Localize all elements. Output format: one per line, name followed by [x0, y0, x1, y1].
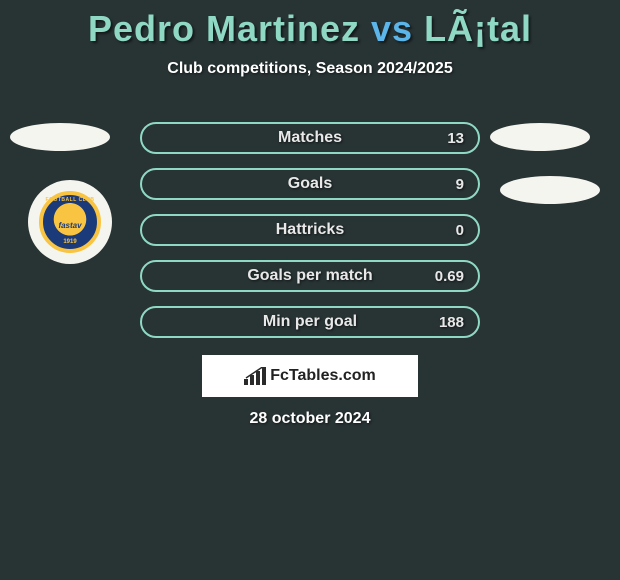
- stat-value: 0: [456, 222, 464, 239]
- club-badge-zlin: FOOTBALL CLUB fastav 1919: [28, 180, 112, 264]
- badge-oval-right-2: [500, 176, 600, 204]
- player2-name: LÃ¡tal: [424, 8, 532, 49]
- club-name: fastav: [58, 221, 81, 230]
- stat-label: Goals: [288, 175, 332, 193]
- date-text: 28 october 2024: [0, 410, 620, 428]
- club-badge-inner: FOOTBALL CLUB fastav 1919: [39, 191, 101, 253]
- club-year: 1919: [63, 239, 76, 245]
- player1-name: Pedro Martinez: [88, 8, 360, 49]
- vs-text: vs: [371, 8, 413, 49]
- stat-value: 188: [439, 314, 464, 331]
- stat-row: Goals per match 0.69: [140, 260, 480, 292]
- stat-label: Goals per match: [247, 267, 372, 285]
- stat-value: 0.69: [435, 268, 464, 285]
- stat-label: Min per goal: [263, 313, 357, 331]
- stat-value: 9: [456, 176, 464, 193]
- branding-box: FcTables.com: [202, 355, 418, 397]
- stat-label: Hattricks: [276, 221, 344, 239]
- subtitle: Club competitions, Season 2024/2025: [0, 60, 620, 78]
- branding-text: FcTables.com: [270, 367, 376, 385]
- club-top-text: FOOTBALL CLUB: [46, 197, 95, 203]
- bars-icon: [244, 367, 266, 385]
- badge-oval-top-left: [10, 123, 110, 151]
- stat-row: Hattricks 0: [140, 214, 480, 246]
- stat-row: Goals 9: [140, 168, 480, 200]
- stats-container: Matches 13 Goals 9 Hattricks 0 Goals per match…: [140, 122, 480, 352]
- stat-value: 13: [447, 130, 464, 147]
- badge-oval-top-right: [490, 123, 590, 151]
- stat-row: Matches 13: [140, 122, 480, 154]
- comparison-title: Pedro Martinez vs LÃ¡tal: [0, 0, 620, 50]
- stat-row: Min per goal 188: [140, 306, 480, 338]
- stat-label: Matches: [278, 129, 342, 147]
